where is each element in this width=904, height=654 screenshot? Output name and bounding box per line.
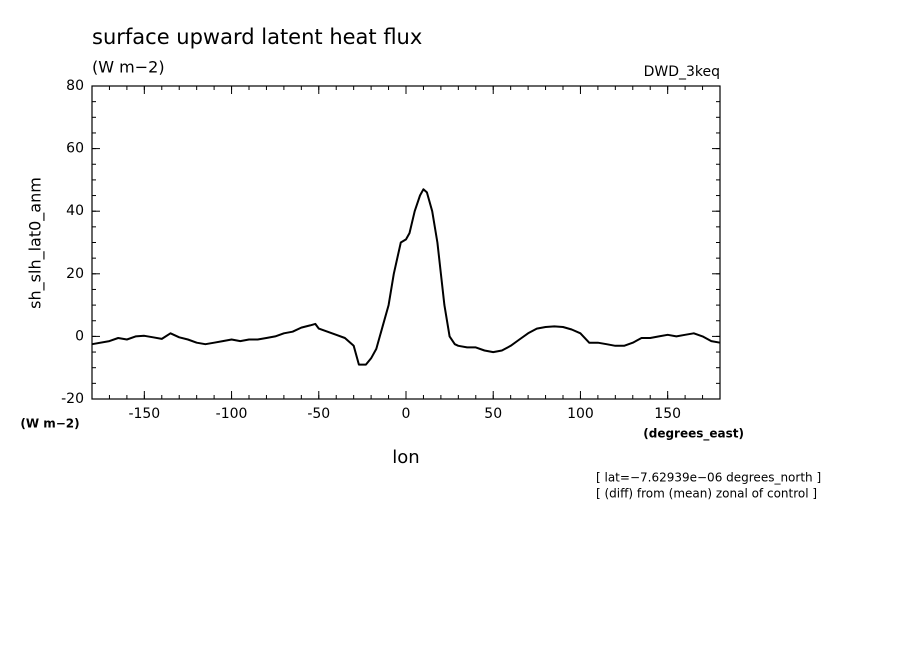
x-tick-label: 100 xyxy=(567,406,594,422)
x-tick-label: -50 xyxy=(307,406,330,422)
plot-frame xyxy=(91,85,721,400)
y-tick-label: 20 xyxy=(66,266,84,282)
y-units: (W m−2) xyxy=(20,417,79,431)
y-tick-label: 0 xyxy=(75,328,84,344)
x-tick-label: 0 xyxy=(402,406,411,422)
x-axis-label: lon xyxy=(392,447,419,468)
x-tick-label: -100 xyxy=(216,406,248,422)
y-tick-label: 60 xyxy=(66,141,84,157)
data-line xyxy=(91,188,721,366)
y-tick-label: 40 xyxy=(66,203,84,219)
y-axis-label: sh_slh_lat0_anm xyxy=(26,177,46,309)
chart-title: surface upward latent heat flux xyxy=(92,25,422,49)
x-tick-label: -150 xyxy=(128,406,160,422)
chart-subtitle: (W m−2) xyxy=(92,58,165,77)
y-tick-label: 80 xyxy=(66,78,84,94)
x-tick-label: 50 xyxy=(484,406,502,422)
x-tick-label: 150 xyxy=(654,406,681,422)
dataset-label: DWD_3keq xyxy=(644,64,720,80)
note: [ lat=−7.62939e−06 degrees_north ] xyxy=(596,471,821,485)
y-tick-label: -20 xyxy=(61,391,84,407)
x-units: (degrees_east) xyxy=(643,427,744,442)
note: [ (diff) from (mean) zonal of control ] xyxy=(596,487,817,501)
